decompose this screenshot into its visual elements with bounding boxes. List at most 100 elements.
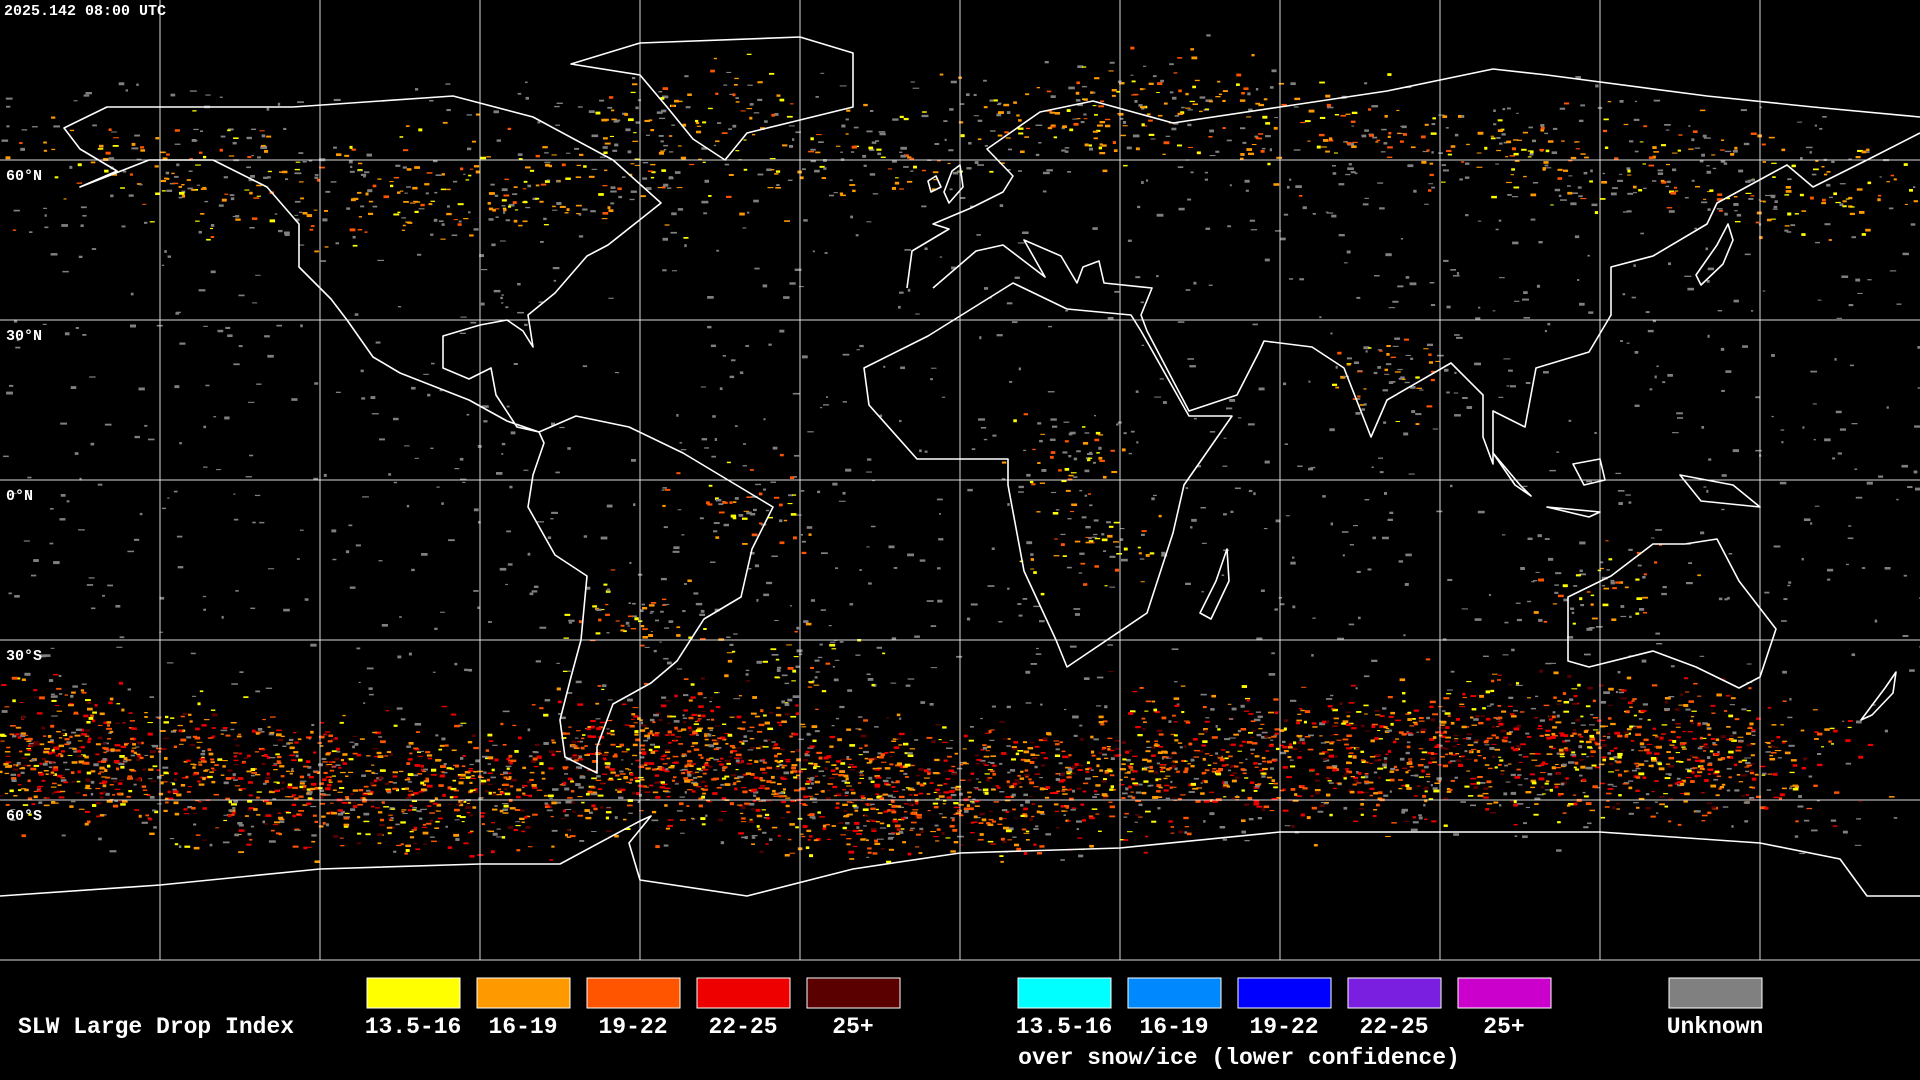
cloud-pixel (238, 788, 243, 791)
cloud-pixel (363, 785, 369, 788)
cloud-pixel (386, 751, 392, 754)
cloud-pixel (717, 737, 722, 740)
cloud-pixel (1428, 183, 1434, 185)
cloud-pixel (119, 636, 125, 639)
cloud-pixel (754, 715, 760, 718)
cloud-pixel (314, 382, 319, 385)
cloud-pixel (1035, 124, 1043, 127)
cloud-pixel (1545, 662, 1552, 665)
cloud-pixel (1046, 169, 1053, 172)
cloud-pixel (532, 786, 538, 789)
cloud-pixel (1124, 812, 1129, 815)
cloud-pixel (441, 705, 448, 708)
cloud-pixel (808, 150, 815, 153)
cloud-pixel (1801, 233, 1806, 236)
cloud-pixel (651, 819, 659, 822)
cloud-pixel (713, 777, 720, 780)
cloud-pixel (1001, 738, 1008, 740)
cloud-pixel (868, 146, 874, 150)
cloud-pixel (227, 334, 233, 338)
cloud-pixel (776, 765, 780, 769)
cloud-pixel (1015, 778, 1019, 782)
cloud-pixel (860, 795, 865, 798)
cloud-pixel (813, 839, 819, 842)
cloud-pixel (568, 619, 575, 622)
cloud-pixel (1323, 803, 1329, 805)
cloud-pixel (515, 825, 521, 827)
cloud-pixel (1549, 469, 1556, 472)
cloud-pixel (1734, 146, 1738, 150)
cloud-pixel (999, 162, 1005, 164)
cloud-pixel (749, 738, 755, 740)
cloud-pixel (1389, 511, 1394, 515)
cloud-pixel (1717, 310, 1723, 312)
cloud-pixel (989, 99, 994, 102)
cloud-pixel (869, 110, 874, 112)
cloud-pixel (331, 761, 336, 763)
cloud-pixel (601, 688, 605, 691)
cloud-pixel (587, 726, 592, 728)
cloud-pixel (1734, 221, 1741, 223)
cloud-pixel (774, 173, 779, 175)
cloud-pixel (1516, 803, 1524, 805)
cloud-pixel (579, 775, 586, 779)
cloud-pixel (1285, 515, 1290, 517)
cloud-pixel (1165, 797, 1171, 800)
cloud-pixel (1227, 769, 1232, 772)
cloud-pixel (905, 776, 909, 778)
cloud-pixel (1083, 98, 1088, 101)
cloud-pixel (61, 224, 68, 227)
cloud-pixel (823, 167, 827, 170)
cloud-pixel (497, 788, 502, 791)
cloud-pixel (1143, 780, 1149, 783)
cloud-pixel (1049, 111, 1056, 114)
cloud-pixel (1312, 213, 1316, 215)
cloud-pixel (203, 325, 208, 327)
cloud-pixel (809, 854, 814, 858)
cloud-pixel (190, 763, 196, 765)
cloud-pixel (977, 164, 985, 166)
cloud-pixel (555, 124, 561, 126)
cloud-pixel (240, 788, 246, 790)
cloud-pixel (1151, 820, 1157, 823)
cloud-pixel (825, 797, 831, 801)
cloud-pixel (1068, 775, 1072, 777)
cloud-pixel (1064, 147, 1070, 149)
cloud-pixel (112, 145, 119, 147)
cloud-pixel (42, 762, 48, 766)
cloud-pixel (1310, 466, 1316, 469)
cloud-pixel (648, 119, 653, 122)
cloud-pixel (998, 111, 1004, 114)
cloud-pixel (864, 815, 869, 817)
cloud-pixel (1076, 118, 1081, 120)
cloud-pixel (891, 810, 897, 814)
cloud-pixel (272, 798, 277, 800)
cloud-pixel (196, 741, 203, 743)
cloud-pixel (630, 763, 634, 765)
cloud-pixel (1623, 782, 1630, 784)
cloud-pixel (1153, 494, 1157, 497)
cloud-pixel (85, 784, 91, 788)
cloud-pixel (260, 146, 268, 149)
cloud-pixel (1289, 278, 1294, 280)
cloud-pixel (956, 170, 961, 173)
cloud-pixel (130, 292, 134, 296)
cloud-pixel (1224, 738, 1231, 741)
cloud-pixel (127, 688, 132, 691)
cloud-pixel (118, 782, 123, 785)
cloud-pixel (1356, 771, 1359, 774)
cloud-pixel (1703, 198, 1707, 200)
cloud-pixel (411, 386, 416, 390)
cloud-pixel (267, 726, 271, 728)
cloud-pixel (1293, 106, 1299, 108)
cloud-pixel (352, 735, 358, 738)
cloud-pixel (791, 766, 797, 770)
cloud-pixel (1007, 839, 1013, 841)
cloud-pixel (130, 324, 137, 328)
cloud-pixel (99, 792, 104, 795)
cloud-pixel (1127, 239, 1132, 242)
cloud-pixel (1742, 345, 1748, 348)
cloud-pixel (1810, 196, 1814, 200)
cloud-pixel (1262, 760, 1267, 763)
cloud-pixel (528, 794, 533, 798)
